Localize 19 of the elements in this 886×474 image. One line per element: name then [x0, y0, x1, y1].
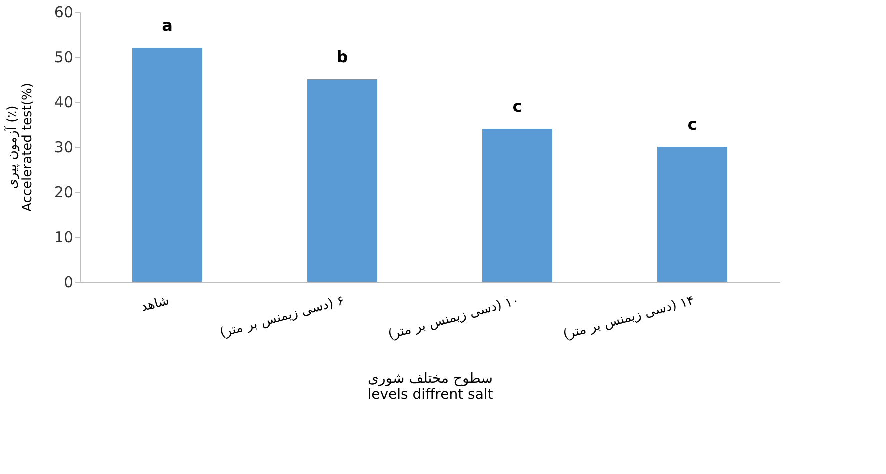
bar: [308, 80, 378, 282]
y-tick-label: 20: [54, 184, 74, 202]
x-tick-label: ۶ (دسی زیمنس بر متر): [218, 294, 346, 342]
annotation: b: [336, 48, 348, 66]
bar: [482, 129, 552, 282]
annotation: c: [512, 97, 522, 116]
y-tick-label: 60: [54, 4, 74, 22]
x-tick-label: شاهد: [140, 294, 172, 316]
x-tick-label: ۱۴ (دسی زیمنس بر متر): [562, 294, 696, 343]
annotation: a: [162, 16, 173, 35]
y-tick-label: 50: [54, 48, 74, 66]
bar: [132, 48, 202, 282]
y-tick-label: 10: [54, 228, 74, 246]
y-tick-label: 0: [64, 274, 74, 292]
bar: [658, 147, 728, 282]
y-tick-label: 40: [54, 94, 74, 112]
annotation: c: [688, 115, 698, 134]
y-tick-label: 30: [54, 138, 74, 156]
x-tick-label: ۱۰ (دسی زیمنس بر متر): [386, 294, 522, 343]
